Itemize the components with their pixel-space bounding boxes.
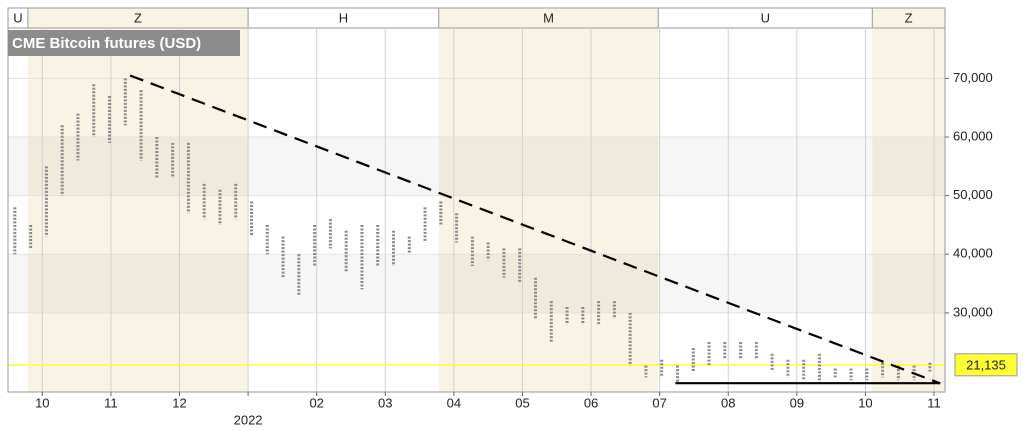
contract-label: H [339,10,348,25]
last-price-label: 21,135 [966,357,1006,372]
trend-line [129,74,941,385]
x-tick-label: 09 [790,395,804,410]
grid-band [8,137,945,196]
plot-border [7,7,946,393]
contract-label: M [543,10,554,25]
x-tick-label: 03 [378,395,392,410]
x-tick-label: 11 [104,395,118,410]
contract-label: Z [905,10,913,25]
grid-band [8,254,945,313]
contract-band [872,8,945,392]
y-tick-label: 40,000 [953,246,993,261]
chart-title: CME Bitcoin futures (USD) [12,35,201,52]
contract-label: U [13,10,22,25]
x-tick-label: 06 [584,395,598,410]
x-tick-label: 02 [309,395,323,410]
x-tick-label: 12 [172,395,186,410]
contract-label: U [761,10,770,25]
x-tick-label: 07 [652,395,666,410]
y-tick-label: 50,000 [953,187,993,202]
x-tick-label: 10 [35,395,49,410]
x-tick-label: 11 [927,395,941,410]
plot-layer [8,74,945,385]
x-tick-label: 10 [858,395,872,410]
y-tick-label: 30,000 [953,304,993,319]
y-tick-label: 70,000 [953,70,993,85]
last-price-box [954,353,1018,377]
y-tick-label: 60,000 [953,128,993,143]
x-tick-label: 2022 [234,412,263,427]
contract-band [27,8,249,392]
x-tick-label: 08 [721,395,735,410]
contract-band [438,8,659,392]
x-tick-label: 05 [515,395,529,410]
contract-label: Z [134,10,142,25]
x-tick-label: 04 [447,395,461,410]
title-box [8,30,240,56]
